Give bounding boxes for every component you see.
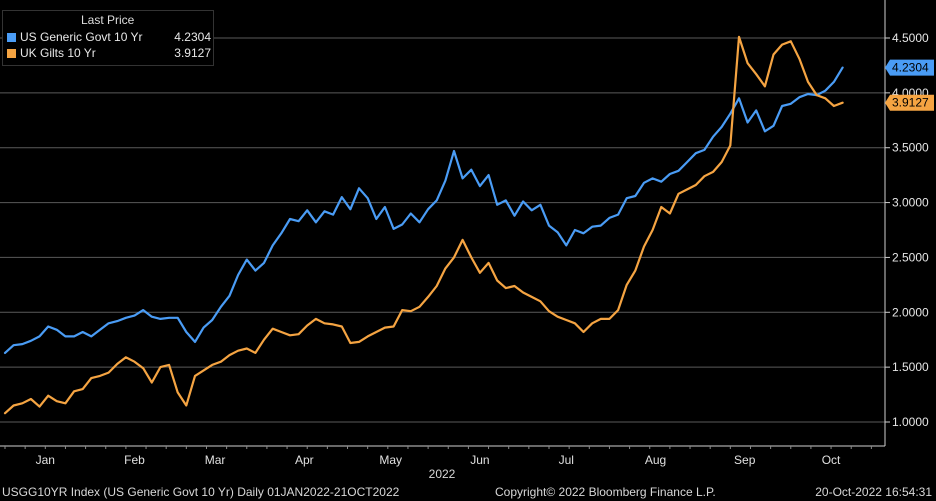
y-tick-label: 1.0000 bbox=[892, 415, 929, 429]
legend-header: Last Price bbox=[81, 13, 135, 27]
y-tick-label: 1.5000 bbox=[892, 360, 929, 374]
legend-value-us: 4.2304 bbox=[174, 30, 211, 44]
last-label-box bbox=[885, 59, 934, 76]
series-line-us-10yr bbox=[3, 66, 844, 354]
x-tick-label: Jun bbox=[470, 453, 489, 467]
legend-label-uk: UK Gilts 10 Yr bbox=[20, 46, 96, 60]
legend-swatch-us bbox=[7, 33, 16, 42]
gridlines bbox=[0, 37, 885, 423]
x-tick-label: Jan bbox=[36, 453, 55, 467]
x-tick-label: Feb bbox=[124, 453, 145, 467]
last-label-box bbox=[885, 94, 934, 111]
legend-swatch-uk bbox=[7, 49, 16, 58]
footer-copyright: Copyright© 2022 Bloomberg Finance L.P. bbox=[495, 485, 716, 499]
y-tick-label: 3.0000 bbox=[892, 196, 929, 210]
legend: Last Price US Generic Govt 10 Yr 4.2304 … bbox=[2, 10, 214, 66]
y-tick-label: 2.5000 bbox=[892, 250, 929, 264]
last-label-value: 3.9127 bbox=[892, 96, 929, 110]
legend-value-uk: 3.9127 bbox=[174, 46, 211, 60]
legend-item-us-10yr: US Generic Govt 10 Yr 4.2304 bbox=[7, 30, 211, 44]
x-axis-ticks: Jan Feb Mar Apr May Jun Jul Aug Sep Oct bbox=[4, 446, 872, 467]
x-tick-label: Aug bbox=[645, 453, 666, 467]
y-tick-label: 4.5000 bbox=[892, 31, 929, 45]
legend-item-uk-10yr: UK Gilts 10 Yr 3.9127 bbox=[7, 46, 211, 60]
last-label-value: 4.2304 bbox=[892, 61, 929, 75]
x-tick-label: Apr bbox=[295, 453, 314, 467]
y-axis-ticks: 1.00001.50002.00002.50003.00003.50004.00… bbox=[885, 31, 929, 429]
last-price-labels: 4.2304 3.9127 bbox=[885, 59, 934, 111]
series-lines bbox=[3, 35, 844, 415]
x-tick-label: Jul bbox=[559, 453, 574, 467]
series-line-uk-10yr bbox=[3, 35, 844, 415]
x-tick-label: Oct bbox=[822, 453, 841, 467]
x-tick-label: Mar bbox=[205, 453, 226, 467]
footer-index-info: USGG10YR Index (US Generic Govt 10 Yr) D… bbox=[2, 485, 400, 499]
last-label-us: 4.2304 bbox=[885, 59, 934, 76]
x-tick-label: Sep bbox=[734, 453, 756, 467]
legend-label-us: US Generic Govt 10 Yr bbox=[20, 30, 143, 44]
y-tick-label: 2.0000 bbox=[892, 305, 929, 319]
footer-timestamp: 20-Oct-2022 16:54:31 bbox=[815, 485, 932, 499]
y-tick-label: 3.5000 bbox=[892, 141, 929, 155]
x-axis-year-label: 2022 bbox=[429, 467, 456, 481]
x-tick-label: May bbox=[379, 453, 402, 467]
last-label-uk: 3.9127 bbox=[885, 94, 934, 111]
